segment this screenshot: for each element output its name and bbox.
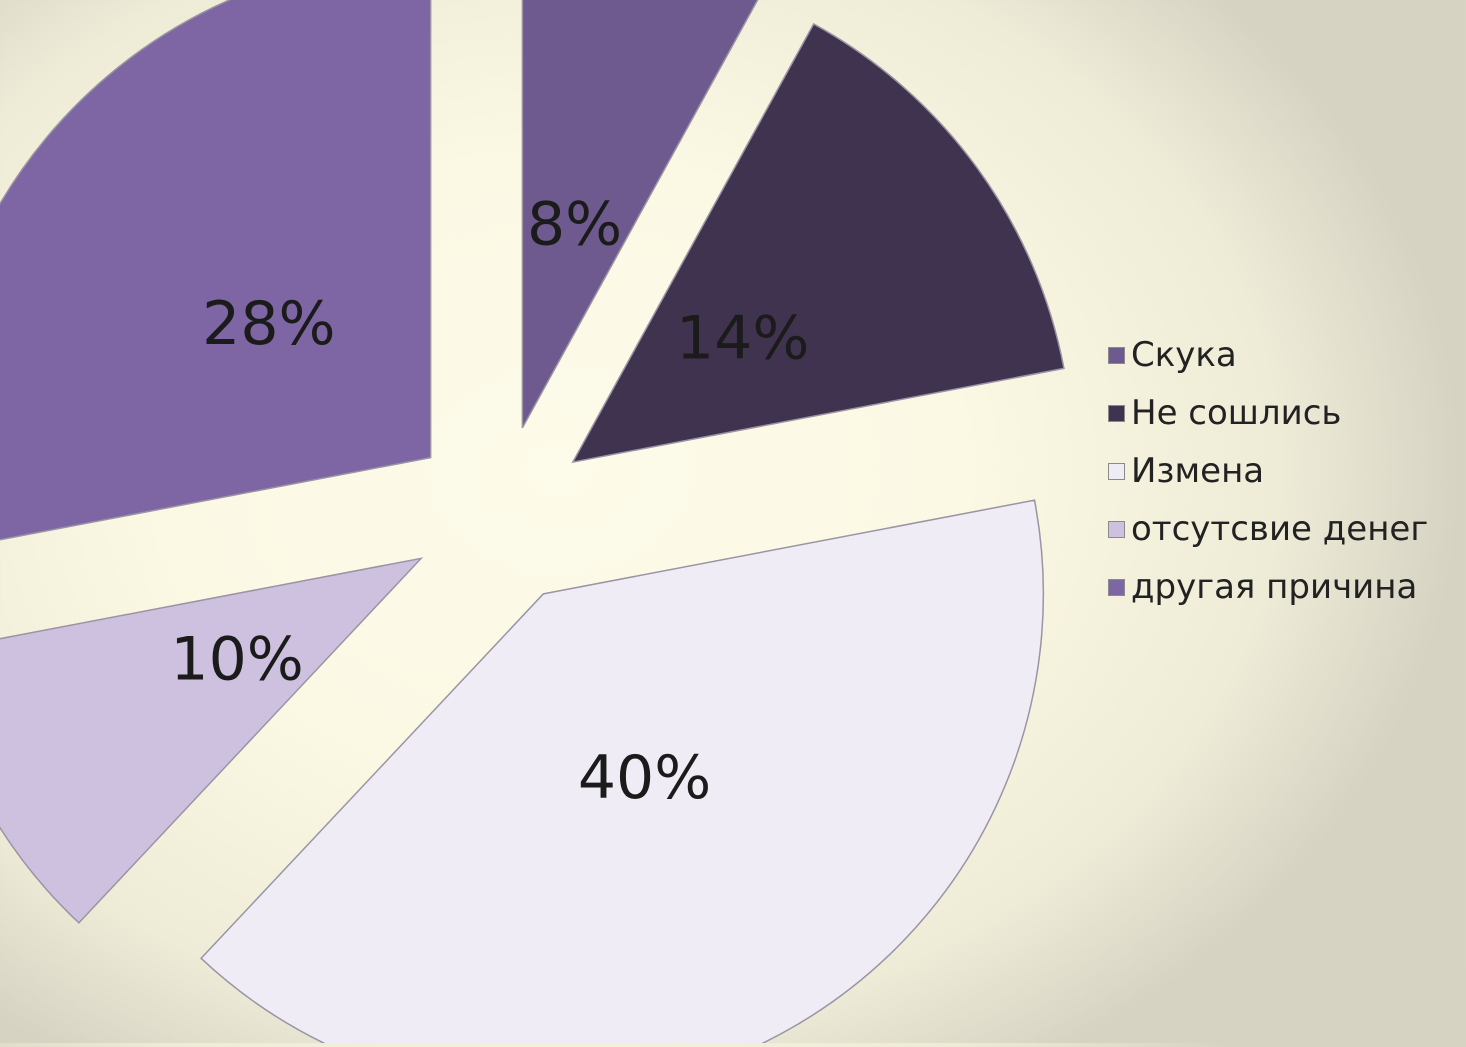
legend-swatch	[1108, 404, 1125, 422]
legend-item-другая-причина: другая причина	[1108, 558, 1428, 616]
legend-swatch	[1108, 462, 1125, 480]
data-label-другая-причина: 28%	[202, 289, 335, 359]
legend-swatch	[1108, 346, 1125, 364]
legend-swatch	[1108, 578, 1125, 596]
legend-swatch	[1108, 520, 1125, 538]
legend-label: отсутсвие денег	[1131, 509, 1429, 549]
pie-slice-отсутсвие-денег	[0, 557, 424, 924]
pie-data-labels: 8% 14% 40% 10% 28%	[170, 189, 809, 812]
data-label-скука: 8%	[527, 189, 622, 259]
data-label-не-сошлись: 14%	[676, 304, 809, 374]
legend-item-измена: Измена	[1108, 442, 1428, 500]
legend-item-отсутсвие-денег: отсутсвие денег	[1108, 500, 1428, 558]
pie-slice-другая-причина	[0, 0, 432, 541]
legend-label: Скука	[1131, 335, 1237, 375]
chart-legend: Скука Не сошлись Измена отсутсвие денег друг…	[1108, 326, 1428, 616]
legend-label: другая причина	[1131, 567, 1418, 607]
pie-slice-не-сошлись	[571, 22, 1065, 464]
legend-label: Измена	[1131, 451, 1265, 491]
pie-slice-измена	[200, 499, 1045, 1047]
data-label-измена: 40%	[578, 743, 711, 813]
data-label-отсутсвие-денег: 10%	[170, 625, 303, 695]
legend-item-не-сошлись: Не сошлись	[1108, 384, 1428, 442]
legend-item-скука: Скука	[1108, 326, 1428, 384]
legend-label: Не сошлись	[1131, 393, 1342, 433]
pie-slice-скука	[521, 0, 759, 429]
pie-slices	[0, 0, 1065, 1047]
